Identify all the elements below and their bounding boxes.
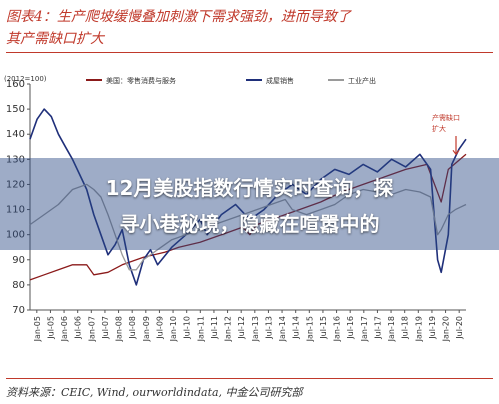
x-tick-label: Jan-20: [442, 316, 451, 342]
x-tick-label: Jan-12: [224, 316, 233, 342]
series-consumption-line: [29, 153, 467, 281]
x-tick-label: Jan-08: [115, 316, 124, 342]
x-tick-label: Jul-19: [428, 316, 437, 340]
legend-label-consumption: 美国：零售消费与服务: [106, 76, 176, 85]
annotation-arrowhead: [452, 149, 460, 156]
x-tick-label: Jul-06: [74, 316, 83, 340]
x-tick-label: Jul-13: [264, 316, 273, 340]
x-tick-label: Jul-11: [210, 316, 219, 340]
x-tick-label: Jan-10: [169, 316, 178, 342]
x-tick-label: Jan-09: [142, 316, 151, 342]
overlay-headline-line1: 12月美股指数行情实时查询，探: [105, 176, 394, 200]
x-tick-label: Jul-20: [455, 316, 464, 340]
x-tick-label: Jan-13: [251, 316, 260, 342]
chart-axes: 70 80 90 100 110 120 130 140 150 160 Jan-05 Jul-05 J…: [6, 79, 466, 342]
line-chart: 70 80 90 100 110 120 130 140 150 160 Jan-05 Jul-05 J…: [4, 75, 467, 342]
x-tick-label: Jul-16: [346, 316, 355, 340]
x-tick-label: Jan-18: [387, 316, 396, 342]
x-tick-label: Jan-15: [305, 316, 314, 342]
y-tick-label: 120: [6, 179, 25, 190]
x-tick-label: Jan-14: [278, 316, 287, 342]
y-tick-label: 100: [6, 230, 25, 241]
x-tick-label: Jul-08: [128, 316, 137, 340]
y-tick-label: 70: [12, 305, 25, 316]
gap-annotation: 产需缺口扩大: [432, 113, 460, 133]
x-tick-label: Jan-11: [196, 316, 205, 342]
x-tick-label: Jul-05: [46, 316, 55, 340]
y-tick-label: 110: [6, 205, 25, 216]
y-tick-label: 80: [12, 280, 25, 291]
figure-title-line2: 其产需缺口扩大: [6, 31, 104, 47]
chart-lines: [29, 108, 467, 286]
y-tick-label: 160: [6, 79, 25, 90]
x-tick-label: Jul-07: [101, 316, 110, 340]
y-tick-label: 130: [6, 154, 25, 165]
x-tick-label: Jul-18: [401, 316, 410, 340]
series-durables-line: [29, 108, 467, 286]
x-tick-label: Jan-06: [60, 316, 69, 342]
y-tick-label: 150: [6, 104, 25, 115]
y-tick-label: 140: [6, 129, 25, 140]
x-tick-label: Jan-07: [87, 316, 96, 342]
legend-label-industrial: 工业产出: [348, 76, 376, 85]
source-note: 资料来源：CEIC, Wind, ourworldindata, 中金公司研究部: [6, 386, 303, 399]
x-tick-label: Jul-14: [292, 316, 301, 340]
source-divider: [6, 378, 493, 379]
title-divider: [6, 52, 493, 53]
x-tick-label: Jan-17: [360, 316, 369, 342]
overlay-banner: [0, 158, 499, 250]
y-axis-unit-label: (2012=100): [4, 75, 47, 83]
overlay-headline-line2: 寻小巷秘境，隐藏在喧嚣中的: [119, 212, 380, 236]
x-tick-label: Jan-19: [414, 316, 423, 342]
x-tick-label: Jul-09: [155, 316, 164, 340]
x-tick-label: Jan-05: [33, 316, 42, 342]
x-tick-label: Jul-12: [237, 316, 246, 340]
chart-legend: 美国：零售消费与服务 成屋销售 工业产出: [86, 76, 460, 156]
x-tick-label: Jan-16: [333, 316, 342, 342]
legend-label-durables: 成屋销售: [266, 76, 294, 85]
x-tick-label: Jul-15: [319, 316, 328, 340]
x-tick-label: Jul-17: [373, 316, 382, 340]
series-industrial-line: [29, 183, 467, 271]
y-tick-label: 90: [12, 255, 25, 266]
figure-title-line1: 图表4：生产爬坡缓慢叠加刺激下需求强劲，进而导致了: [6, 9, 351, 25]
x-tick-label: Jul-10: [183, 316, 192, 340]
